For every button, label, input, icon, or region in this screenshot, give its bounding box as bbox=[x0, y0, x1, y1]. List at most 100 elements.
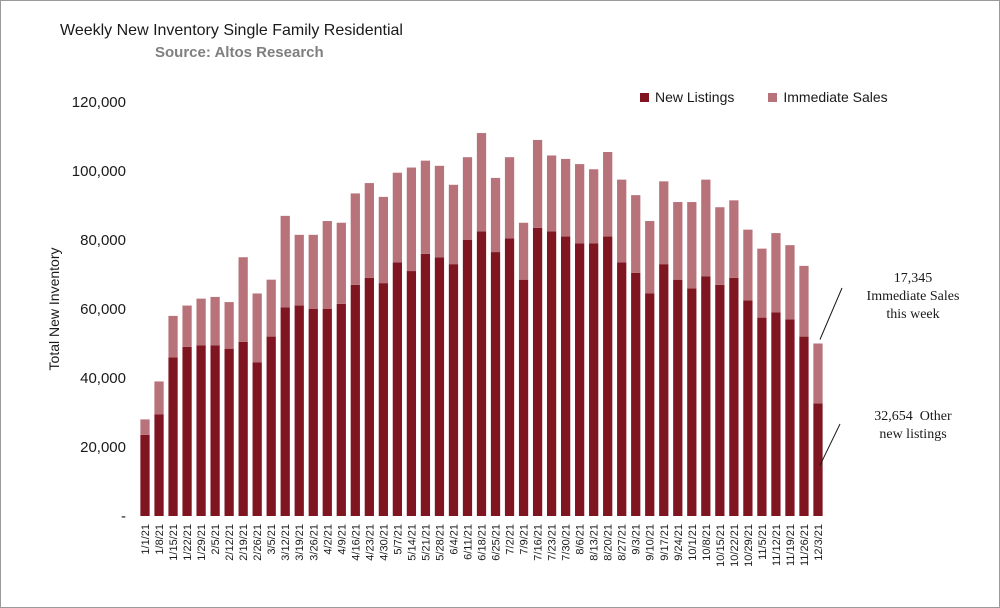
bar-new-listings bbox=[617, 262, 627, 516]
bar-new-listings bbox=[378, 283, 388, 516]
bar-immediate-sales bbox=[350, 193, 360, 285]
chart-subtitle: Source: Altos Research bbox=[155, 44, 324, 61]
legend-label-new-listings: New Listings bbox=[655, 89, 735, 105]
x-tick-label: 3/12/21 bbox=[280, 524, 292, 561]
legend-swatch-new-listings bbox=[640, 92, 649, 102]
x-tick-label: 5/28/21 bbox=[434, 524, 446, 561]
bar-immediate-sales bbox=[490, 177, 501, 253]
bar-new-listings bbox=[490, 252, 501, 516]
y-tick-label: 120,000 bbox=[72, 94, 126, 111]
bar-new-listings bbox=[266, 336, 276, 516]
x-tick-label: 6/11/21 bbox=[462, 524, 474, 560]
x-tick-label: 11/5/21 bbox=[757, 524, 769, 560]
bar-immediate-sales bbox=[434, 165, 445, 258]
bar-new-listings bbox=[757, 317, 767, 516]
x-tick-label: 7/23/21 bbox=[547, 524, 559, 561]
bar-immediate-sales bbox=[743, 229, 753, 301]
bar-immediate-sales bbox=[687, 202, 697, 289]
bar-immediate-sales bbox=[532, 139, 543, 228]
bar-new-listings bbox=[645, 293, 655, 516]
bar-immediate-sales bbox=[617, 179, 627, 263]
y-tick-label: 60,000 bbox=[80, 301, 126, 318]
x-tick-label: 10/29/21 bbox=[743, 524, 755, 567]
x-tick-label: 9/24/21 bbox=[673, 524, 685, 561]
x-tick-label: 1/1/21 bbox=[140, 524, 152, 555]
x-tick-label: 10/22/21 bbox=[729, 524, 741, 567]
bar-new-listings bbox=[560, 236, 571, 517]
x-tick-label: 3/19/21 bbox=[294, 524, 306, 561]
bar-immediate-sales bbox=[715, 207, 725, 285]
x-tick-label: 8/6/21 bbox=[575, 524, 587, 555]
bar-immediate-sales bbox=[603, 152, 613, 237]
x-tick-label: 4/16/21 bbox=[350, 524, 362, 561]
bar-new-listings bbox=[729, 277, 739, 516]
x-tick-label: 2/5/21 bbox=[210, 524, 222, 555]
bar-new-listings bbox=[280, 307, 290, 516]
x-tick-label: 7/2/21 bbox=[505, 524, 517, 555]
annotation-other-listings-row: 32,654 Other bbox=[848, 408, 978, 426]
bar-new-listings bbox=[364, 277, 374, 516]
bar-new-listings bbox=[448, 264, 459, 516]
x-tick-label: 5/7/21 bbox=[392, 524, 404, 555]
bar-new-listings bbox=[336, 303, 346, 516]
annotation-immediate-sales-line1: Immediate Sales bbox=[866, 289, 960, 304]
bar-immediate-sales bbox=[154, 381, 164, 415]
bar-immediate-sales bbox=[406, 167, 417, 272]
bar-new-listings bbox=[631, 272, 641, 516]
bar-immediate-sales bbox=[308, 234, 318, 309]
x-tick-label: 10/1/21 bbox=[687, 524, 699, 561]
y-tick-label: 20,000 bbox=[80, 439, 126, 456]
bar-immediate-sales bbox=[504, 157, 515, 239]
x-tick-label: 2/26/21 bbox=[252, 524, 264, 561]
annotation-other-listings-suffix: Other bbox=[919, 409, 952, 424]
legend-item-immediate-sales: Immediate Sales bbox=[768, 89, 888, 105]
annotation-other-listings: 32,654 Other new listings bbox=[848, 408, 978, 444]
x-tick-label: 11/26/21 bbox=[799, 524, 811, 566]
bar-new-listings bbox=[743, 300, 753, 516]
bar-new-listings bbox=[532, 227, 543, 517]
x-tick-label: 9/17/21 bbox=[659, 524, 671, 561]
x-tick-label: 10/15/21 bbox=[715, 524, 727, 567]
bar-immediate-sales bbox=[659, 181, 669, 265]
bar-new-listings bbox=[687, 288, 697, 516]
bar-new-listings bbox=[518, 279, 529, 516]
x-tick-label: 1/8/21 bbox=[154, 524, 166, 555]
bar-new-listings bbox=[322, 309, 332, 516]
bar-immediate-sales bbox=[560, 158, 571, 237]
bar-new-listings bbox=[294, 305, 304, 516]
bar-new-listings bbox=[238, 341, 248, 516]
y-tick-label: 100,000 bbox=[72, 163, 126, 180]
legend: New Listings Immediate Sales bbox=[640, 89, 888, 105]
bar-immediate-sales bbox=[378, 196, 388, 284]
x-tick-label: 1/29/21 bbox=[196, 524, 208, 561]
bar-new-listings bbox=[799, 336, 809, 516]
bar-immediate-sales bbox=[462, 157, 473, 240]
bar-immediate-sales bbox=[336, 222, 346, 304]
chart-title: Weekly New Inventory Single Family Resid… bbox=[60, 22, 403, 39]
bar-immediate-sales bbox=[168, 315, 178, 358]
x-tick-label: 4/23/21 bbox=[364, 524, 376, 561]
bar-immediate-sales bbox=[266, 279, 276, 337]
annotation-leader-line bbox=[819, 287, 843, 340]
annotation-immediate-sales-line2: this week bbox=[886, 307, 940, 322]
bar-immediate-sales bbox=[280, 215, 290, 308]
x-tick-label: 7/9/21 bbox=[519, 524, 531, 555]
bar-new-listings bbox=[420, 253, 431, 517]
x-tick-label: 1/15/21 bbox=[168, 524, 180, 561]
bar-immediate-sales bbox=[448, 184, 459, 265]
x-tick-label: 10/8/21 bbox=[701, 524, 713, 561]
legend-item-new-listings: New Listings bbox=[640, 89, 734, 105]
y-tick-label: 80,000 bbox=[80, 232, 126, 249]
bar-new-listings bbox=[771, 312, 781, 516]
x-tick-label: 3/5/21 bbox=[266, 524, 278, 555]
bar-immediate-sales bbox=[518, 222, 529, 280]
bar-new-listings bbox=[462, 240, 473, 516]
bar-immediate-sales bbox=[701, 179, 711, 277]
y-axis-label: Total New Inventory bbox=[46, 248, 62, 371]
x-tick-label: 11/19/21 bbox=[785, 524, 797, 566]
x-tick-label: 6/25/21 bbox=[491, 524, 503, 561]
bar-new-listings bbox=[673, 279, 683, 516]
x-tick-label: 7/30/21 bbox=[561, 524, 573, 561]
bar-immediate-sales bbox=[182, 305, 192, 347]
